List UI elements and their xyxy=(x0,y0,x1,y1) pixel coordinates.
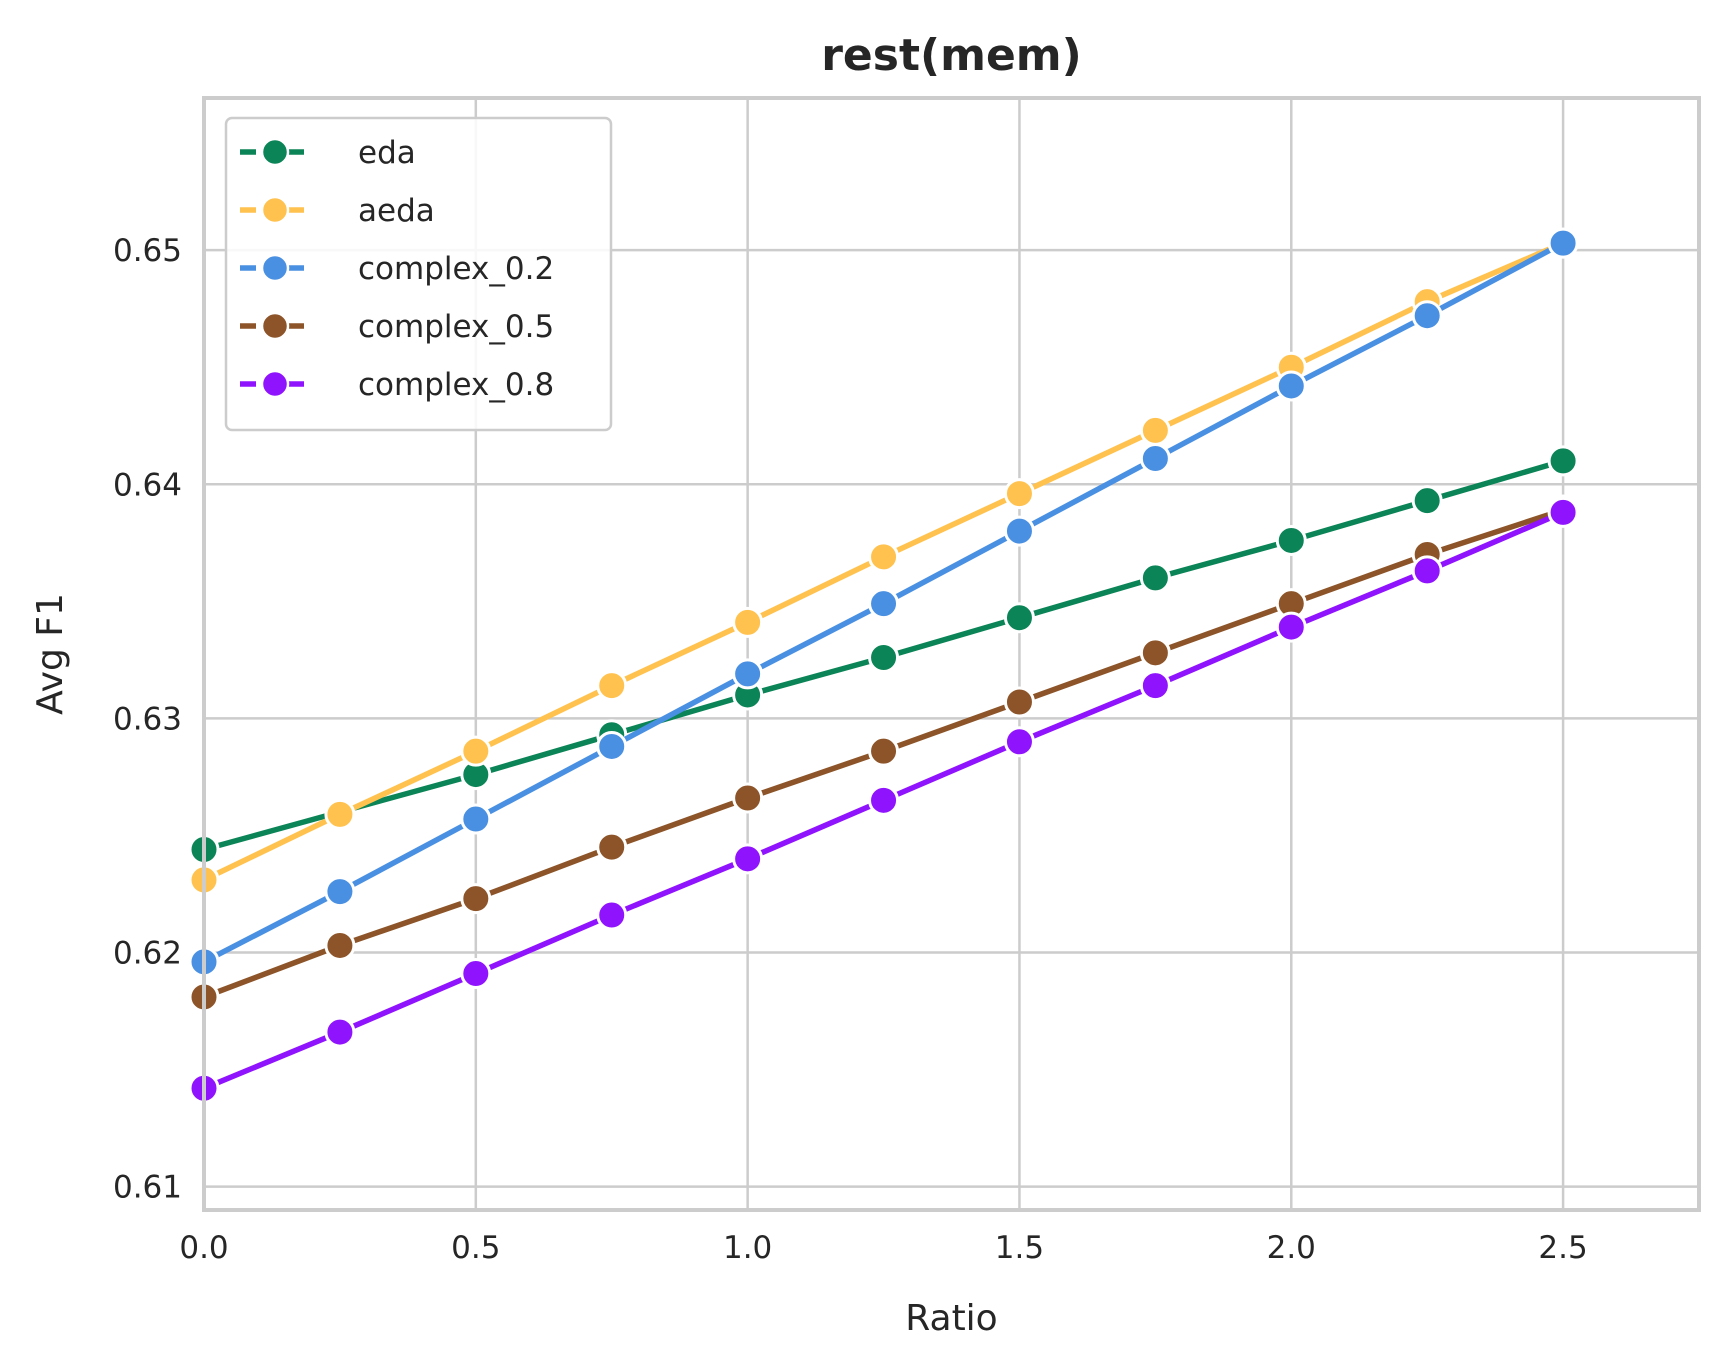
data-point xyxy=(596,831,628,863)
legend-label: eda xyxy=(358,135,416,171)
data-point xyxy=(1275,370,1307,402)
series-complex_0.8 xyxy=(188,496,1579,1104)
legend-label: complex_0.2 xyxy=(358,251,554,287)
y-tick-label: 0.65 xyxy=(113,233,182,269)
data-point xyxy=(460,883,492,915)
data-point xyxy=(868,588,900,620)
data-point xyxy=(868,541,900,573)
data-point xyxy=(1139,562,1171,594)
y-tick-labels: 0.61 0.62 0.63 0.64 0.65 xyxy=(113,233,182,1205)
x-tick-label: 2.5 xyxy=(1538,1230,1587,1266)
data-point xyxy=(1547,445,1579,477)
data-point xyxy=(460,735,492,767)
data-point xyxy=(732,843,764,875)
data-point xyxy=(596,670,628,702)
series-complex_0.2 xyxy=(188,227,1579,978)
data-point xyxy=(1139,414,1171,446)
grid xyxy=(202,98,1699,1210)
data-point xyxy=(460,803,492,835)
y-tick-label: 0.61 xyxy=(113,1170,182,1206)
data-point xyxy=(324,1016,356,1048)
x-axis-label: Ratio xyxy=(905,1298,997,1339)
legend-swatch-marker xyxy=(260,311,290,341)
plot-frame xyxy=(202,96,1701,1212)
legend-item-complex_0.2: complex_0.2 xyxy=(240,251,554,287)
data-point xyxy=(732,658,764,690)
legend-item-complex_0.5: complex_0.5 xyxy=(240,309,554,345)
data-point xyxy=(1139,637,1171,669)
x-tick-label: 2.0 xyxy=(1267,1230,1316,1266)
data-point xyxy=(460,958,492,990)
x-tick-label: 0.5 xyxy=(451,1230,500,1266)
legend-swatch-marker xyxy=(260,369,290,399)
x-tick-labels: 0.0 0.5 1.0 1.5 2.0 2.5 xyxy=(179,1230,1587,1266)
data-point xyxy=(1411,555,1443,587)
data-point xyxy=(324,876,356,908)
series-eda xyxy=(188,445,1579,865)
data-point xyxy=(732,606,764,638)
legend-swatch-marker xyxy=(260,195,290,225)
data-point xyxy=(324,798,356,830)
data-point xyxy=(1003,515,1035,547)
y-tick-label: 0.62 xyxy=(113,935,182,971)
data-point xyxy=(1003,726,1035,758)
y-tick-label: 0.63 xyxy=(113,701,182,737)
data-point xyxy=(732,782,764,814)
legend-label: complex_0.5 xyxy=(358,309,554,345)
data-point xyxy=(868,735,900,767)
data-point xyxy=(1275,611,1307,643)
data-point xyxy=(1411,485,1443,517)
data-point xyxy=(1411,300,1443,332)
x-tick-label: 1.0 xyxy=(723,1230,772,1266)
data-point xyxy=(596,899,628,931)
data-point xyxy=(596,730,628,762)
chart-title: rest(mem) xyxy=(821,30,1082,81)
data-point xyxy=(1003,686,1035,718)
legend: eda aeda complex_0.2 complex_0.5 complex_0.8 xyxy=(224,116,613,432)
x-tick-label: 0.0 xyxy=(179,1230,228,1266)
legend-swatch-marker xyxy=(260,137,290,167)
y-axis-label: Avg F1 xyxy=(30,593,71,715)
legend-item-aeda: aeda xyxy=(240,193,435,229)
legend-item-complex_0.8: complex_0.8 xyxy=(240,367,554,403)
legend-label: complex_0.8 xyxy=(358,367,554,403)
data-point xyxy=(1003,602,1035,634)
data-point xyxy=(868,642,900,674)
legend-item-eda: eda xyxy=(240,135,416,171)
data-point xyxy=(1139,670,1171,702)
data-point xyxy=(1547,496,1579,528)
data-point xyxy=(868,784,900,816)
series-layer xyxy=(188,227,1579,1104)
data-point xyxy=(1003,478,1035,510)
data-point xyxy=(1139,443,1171,475)
legend-swatch-marker xyxy=(260,253,290,283)
y-tick-label: 0.64 xyxy=(113,467,182,503)
legend-box xyxy=(224,116,613,432)
data-point xyxy=(1547,227,1579,259)
data-point xyxy=(324,929,356,961)
data-point xyxy=(1275,524,1307,556)
x-tick-label: 1.5 xyxy=(995,1230,1044,1266)
legend-label: aeda xyxy=(358,193,435,229)
